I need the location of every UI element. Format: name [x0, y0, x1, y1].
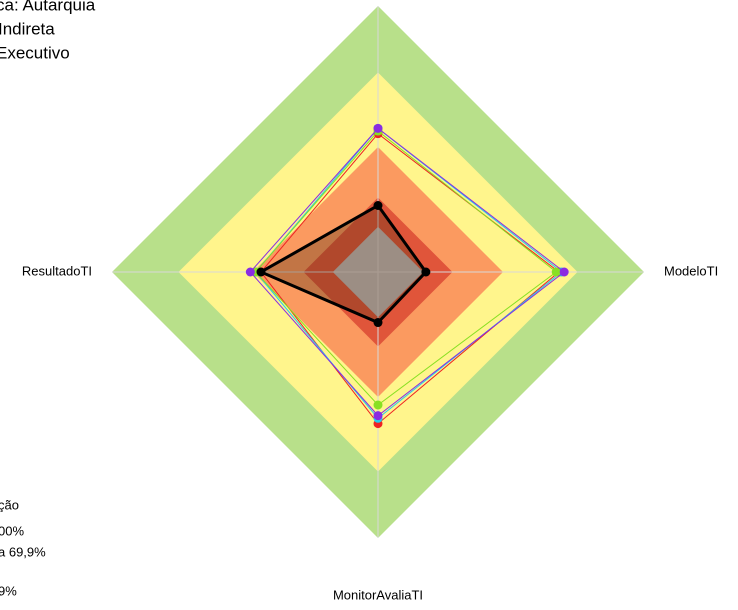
series-point	[373, 123, 383, 133]
series-point	[373, 318, 383, 328]
legend-fragment: ção	[0, 497, 19, 512]
series-point	[373, 201, 383, 210]
category-label: MonitorAvaliaTI	[333, 587, 423, 602]
series-point	[245, 267, 255, 277]
header-line: Executivo	[0, 43, 70, 62]
series-point	[551, 267, 561, 277]
series-point	[373, 411, 383, 421]
legend-fragment: a 69,9%	[0, 544, 46, 559]
legend-fragment: 9%	[0, 583, 17, 598]
series-point	[559, 267, 569, 277]
category-label: ResultadoTI	[22, 263, 92, 278]
series-point	[256, 267, 266, 277]
legend-fragment: 00%	[0, 523, 24, 538]
header-line: ca: Autarquia	[0, 0, 96, 14]
header-line: Indireta	[0, 19, 55, 38]
series-point	[421, 267, 431, 277]
series-point	[373, 400, 383, 410]
category-label: ModeloTI	[664, 263, 718, 278]
